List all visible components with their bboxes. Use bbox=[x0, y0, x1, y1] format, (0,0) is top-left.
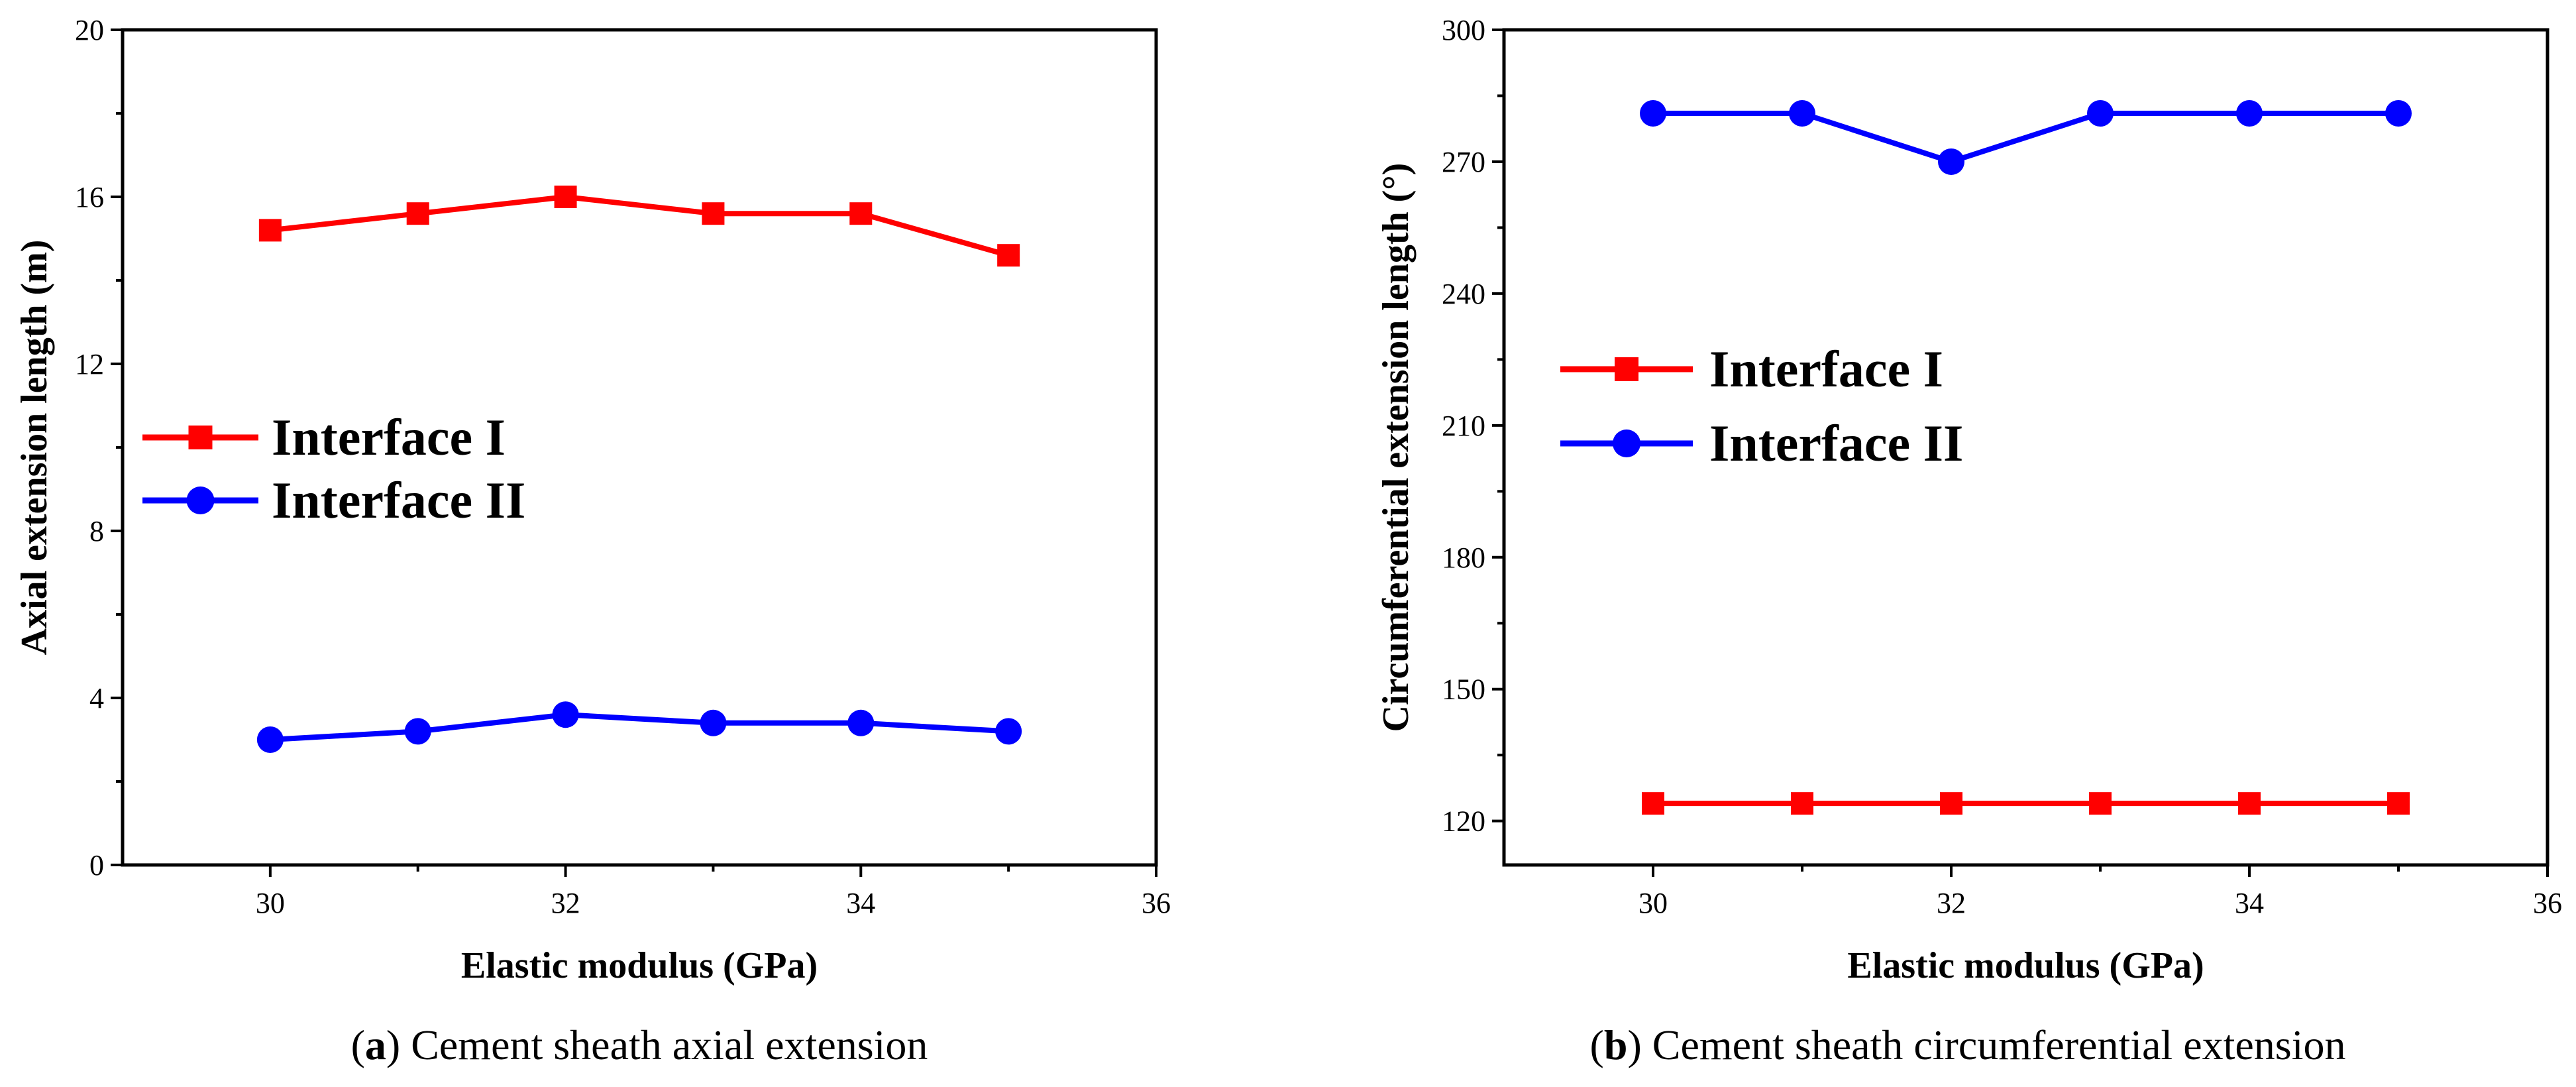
legend-marker-square bbox=[188, 426, 213, 449]
caption-b: (b) Cement sheath circumferential extens… bbox=[1590, 1021, 2346, 1068]
data-point-square bbox=[997, 244, 1020, 267]
data-point-square bbox=[1791, 792, 1813, 815]
x-tick-label: 36 bbox=[2533, 887, 2562, 919]
x-tick-label: 32 bbox=[1937, 887, 1966, 919]
data-point-circle bbox=[1938, 148, 1964, 175]
x-tick-label: 34 bbox=[846, 887, 875, 919]
data-point-circle bbox=[700, 709, 727, 736]
data-point-circle bbox=[552, 701, 579, 728]
data-point-square bbox=[406, 202, 429, 225]
y-axis-title: Circumferential extension length (°) bbox=[1375, 163, 1417, 732]
legend-label-2: Interface II bbox=[272, 471, 525, 529]
legend-label-2: Interface II bbox=[1709, 414, 1963, 472]
chart-axial-extension: 30 32 34 36 0 4 8 12 16 20 Elastic modulus (GPa) Ax… bbox=[14, 14, 1171, 986]
data-point-square bbox=[2238, 792, 2261, 815]
data-point-circle bbox=[1640, 100, 1666, 127]
y-tick-label: 270 bbox=[1442, 146, 1485, 178]
legend-label-1: Interface I bbox=[1709, 340, 1943, 398]
x-axis-title: Elastic modulus (GPa) bbox=[1847, 945, 2204, 986]
x-tick-label: 32 bbox=[551, 887, 580, 919]
y-axis-title: Axial extension length (m) bbox=[14, 240, 55, 656]
data-point-circle bbox=[2236, 100, 2263, 127]
y-tick-label: 180 bbox=[1442, 542, 1485, 574]
data-point-circle bbox=[847, 709, 875, 736]
series-line-2 bbox=[270, 712, 1009, 742]
caption-b-text: Cement sheath circumferential extension bbox=[1652, 1021, 2346, 1068]
data-point-square bbox=[702, 202, 725, 225]
x-tick-label: 36 bbox=[1142, 887, 1171, 919]
chart-circumferential-extension: 30 32 34 36 120 150 180 210 240 270 300 Elastic mod… bbox=[1375, 14, 2562, 986]
legend-marker-circle bbox=[1613, 429, 1640, 457]
data-point-circle bbox=[995, 718, 1022, 745]
y-tick-label: 120 bbox=[1442, 805, 1485, 838]
x-tick-label: 34 bbox=[2235, 887, 2264, 919]
plot-frame bbox=[1502, 28, 2549, 867]
data-point-square bbox=[554, 186, 577, 208]
caption-a: (a) Cement sheath axial extension bbox=[351, 1021, 928, 1068]
data-point-square bbox=[849, 202, 873, 225]
data-point-circle bbox=[2087, 100, 2114, 127]
data-point-square bbox=[2387, 792, 2410, 815]
data-point-square bbox=[1642, 792, 1664, 815]
caption-a-label: a bbox=[365, 1021, 386, 1068]
data-point-circle bbox=[404, 718, 431, 745]
data-point-square bbox=[258, 219, 282, 242]
x-tick-label: 30 bbox=[1638, 887, 1668, 919]
y-tick-label: 0 bbox=[89, 849, 104, 882]
legend-marker-square bbox=[1615, 357, 1638, 381]
y-tick-label: 16 bbox=[75, 181, 104, 213]
data-point-circle bbox=[2385, 100, 2412, 127]
y-tick-label: 210 bbox=[1442, 410, 1485, 442]
x-axis-title: Elastic modulus (GPa) bbox=[461, 945, 818, 986]
x-tick-label: 30 bbox=[256, 887, 285, 919]
legend: Interface I Interface II bbox=[1560, 340, 1963, 472]
y-tick-label: 4 bbox=[89, 682, 104, 715]
series-line-1 bbox=[270, 194, 1010, 258]
data-point-circle bbox=[1789, 100, 1815, 127]
y-tick-label: 8 bbox=[89, 515, 104, 547]
caption-a-text: Cement sheath axial extension bbox=[411, 1021, 928, 1068]
y-tick-label: 240 bbox=[1442, 278, 1485, 310]
series-line-2 bbox=[1653, 111, 2398, 164]
y-tick-label: 300 bbox=[1442, 14, 1485, 46]
data-point-square bbox=[2089, 792, 2112, 815]
y-tick-label: 150 bbox=[1442, 673, 1485, 706]
caption-b-label: b bbox=[1604, 1021, 1628, 1068]
legend-marker-circle bbox=[186, 486, 215, 514]
y-tick-label: 12 bbox=[75, 348, 104, 380]
data-point-square bbox=[1940, 792, 1962, 815]
data-point-circle bbox=[256, 726, 284, 753]
y-tick-label: 20 bbox=[75, 14, 104, 46]
legend-label-1: Interface I bbox=[272, 408, 506, 466]
